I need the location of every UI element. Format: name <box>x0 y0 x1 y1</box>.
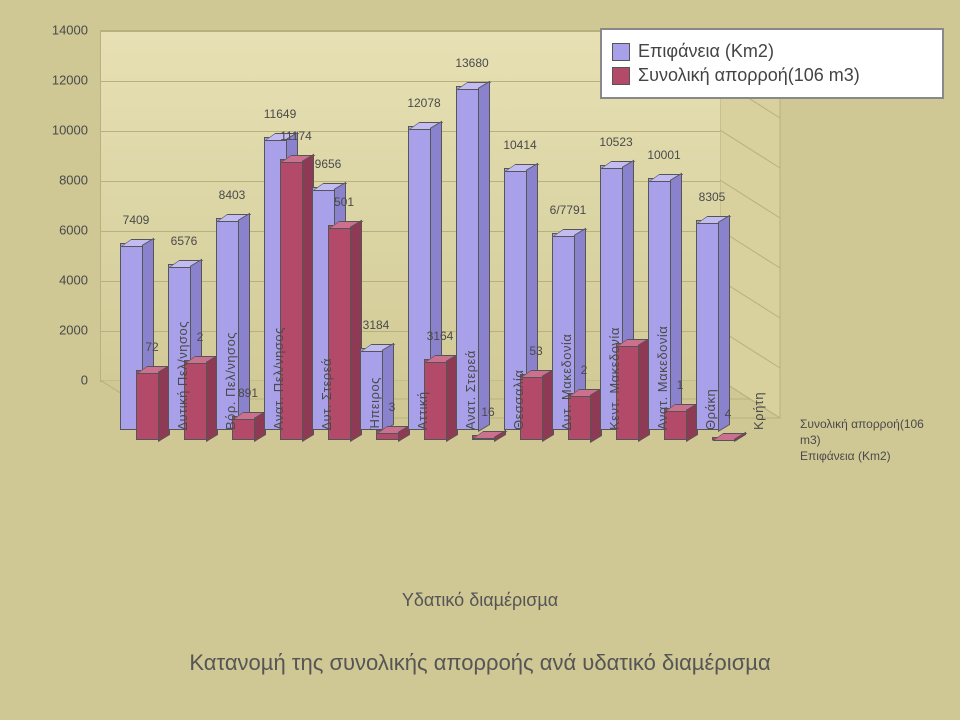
y-tick-label: 8000 <box>30 173 88 188</box>
bar-value-label: 9656 <box>315 157 342 171</box>
category-label: Θράκη <box>703 389 718 430</box>
bar-value-label: 8403 <box>219 188 246 202</box>
legend-swatch <box>612 43 630 61</box>
bar-value-label: 4 <box>725 407 732 421</box>
bar-value-label: 3 <box>389 400 396 414</box>
legend-item: Επιφάνεια (Km2) <box>612 41 932 62</box>
bar <box>472 437 494 440</box>
bar-value-label: 11174 <box>280 129 312 143</box>
category-label: ∆υτ. Στερεά <box>319 358 334 430</box>
bar-value-label: 501 <box>334 195 354 209</box>
chart-3d-bar: 0 2000 4000 6000 8000 10000 12000 14000 7409 72 6… <box>30 10 930 600</box>
category-label: Ήπειρος <box>367 377 382 430</box>
bar-value-label: 12078 <box>407 96 440 110</box>
bar-value-label: 16 <box>481 405 494 419</box>
bar-value-label: 10001 <box>647 148 680 162</box>
bar-value-label: 11649 <box>264 107 296 121</box>
category-label: Βόρ. Πελ/νησος <box>223 332 238 430</box>
x-axis-title: Υδατικό διαµέρισµα <box>0 590 960 611</box>
legend: Επιφάνεια (Km2) Συνολική απορροή(106 m3) <box>600 28 944 99</box>
bar-value-label: 53 <box>529 344 542 358</box>
bar-value-label: 6576 <box>171 234 198 248</box>
bar-value-label: 2 <box>581 363 588 377</box>
depth-axis-label: Συνολική απορροή(106 m3) <box>800 416 930 448</box>
category-label: ∆υτ. Μακεδονία <box>559 334 574 430</box>
bar-value-label: 891 <box>238 386 258 400</box>
category-label: Κρήτη <box>751 392 766 430</box>
bar-value-label: 3164 <box>427 329 454 343</box>
y-tick-label: 0 <box>30 373 88 388</box>
y-tick-label: 10000 <box>30 123 88 138</box>
bar <box>376 432 398 440</box>
category-label: Αττική <box>415 391 430 430</box>
bar <box>136 372 158 440</box>
chart-caption: Κατανοµή της συνολικής απορροής ανά υδατ… <box>0 650 960 676</box>
bar-value-label: 6/7791 <box>550 203 587 217</box>
bar <box>712 439 734 440</box>
bar-value-label: 8305 <box>699 190 726 204</box>
legend-item: Συνολική απορροή(106 m3) <box>612 65 932 86</box>
chart-stage: 0 2000 4000 6000 8000 10000 12000 14000 7409 72 6… <box>0 0 960 720</box>
bar-value-label: 72 <box>145 340 158 354</box>
category-label: ∆υτική Πελ/νησος <box>175 321 190 430</box>
legend-label: Επιφάνεια (Km2) <box>638 41 774 62</box>
y-tick-label: 14000 <box>30 23 88 38</box>
y-tick-label: 4000 <box>30 273 88 288</box>
category-label: Ανατ. Πελ/νησος <box>271 327 286 430</box>
bar-value-label: 2 <box>197 330 204 344</box>
category-label: Κεντ. Μακεδονία <box>607 327 622 430</box>
legend-swatch <box>612 67 630 85</box>
depth-axis-labels: Συνολική απορροή(106 m3) Επιφάνεια (Km2) <box>800 416 930 464</box>
y-tick-label: 6000 <box>30 223 88 238</box>
category-label: Ανατ. Μακεδονία <box>655 326 670 430</box>
y-tick-label: 12000 <box>30 73 88 88</box>
bar-value-label: 3184 <box>363 318 390 332</box>
bar-value-label: 7409 <box>123 213 150 227</box>
bar-value-label: 10414 <box>503 138 536 152</box>
bar-value-label: 13680 <box>455 56 488 70</box>
category-label: Θεσσαλία <box>511 370 526 430</box>
y-tick-label: 2000 <box>30 323 88 338</box>
bar-value-label: 1 <box>677 378 684 392</box>
category-label: Ανατ. Στερεά <box>463 350 478 430</box>
bar-value-label: 10523 <box>599 135 632 149</box>
depth-axis-label: Επιφάνεια (Km2) <box>800 448 930 464</box>
legend-label: Συνολική απορροή(106 m3) <box>638 65 860 86</box>
